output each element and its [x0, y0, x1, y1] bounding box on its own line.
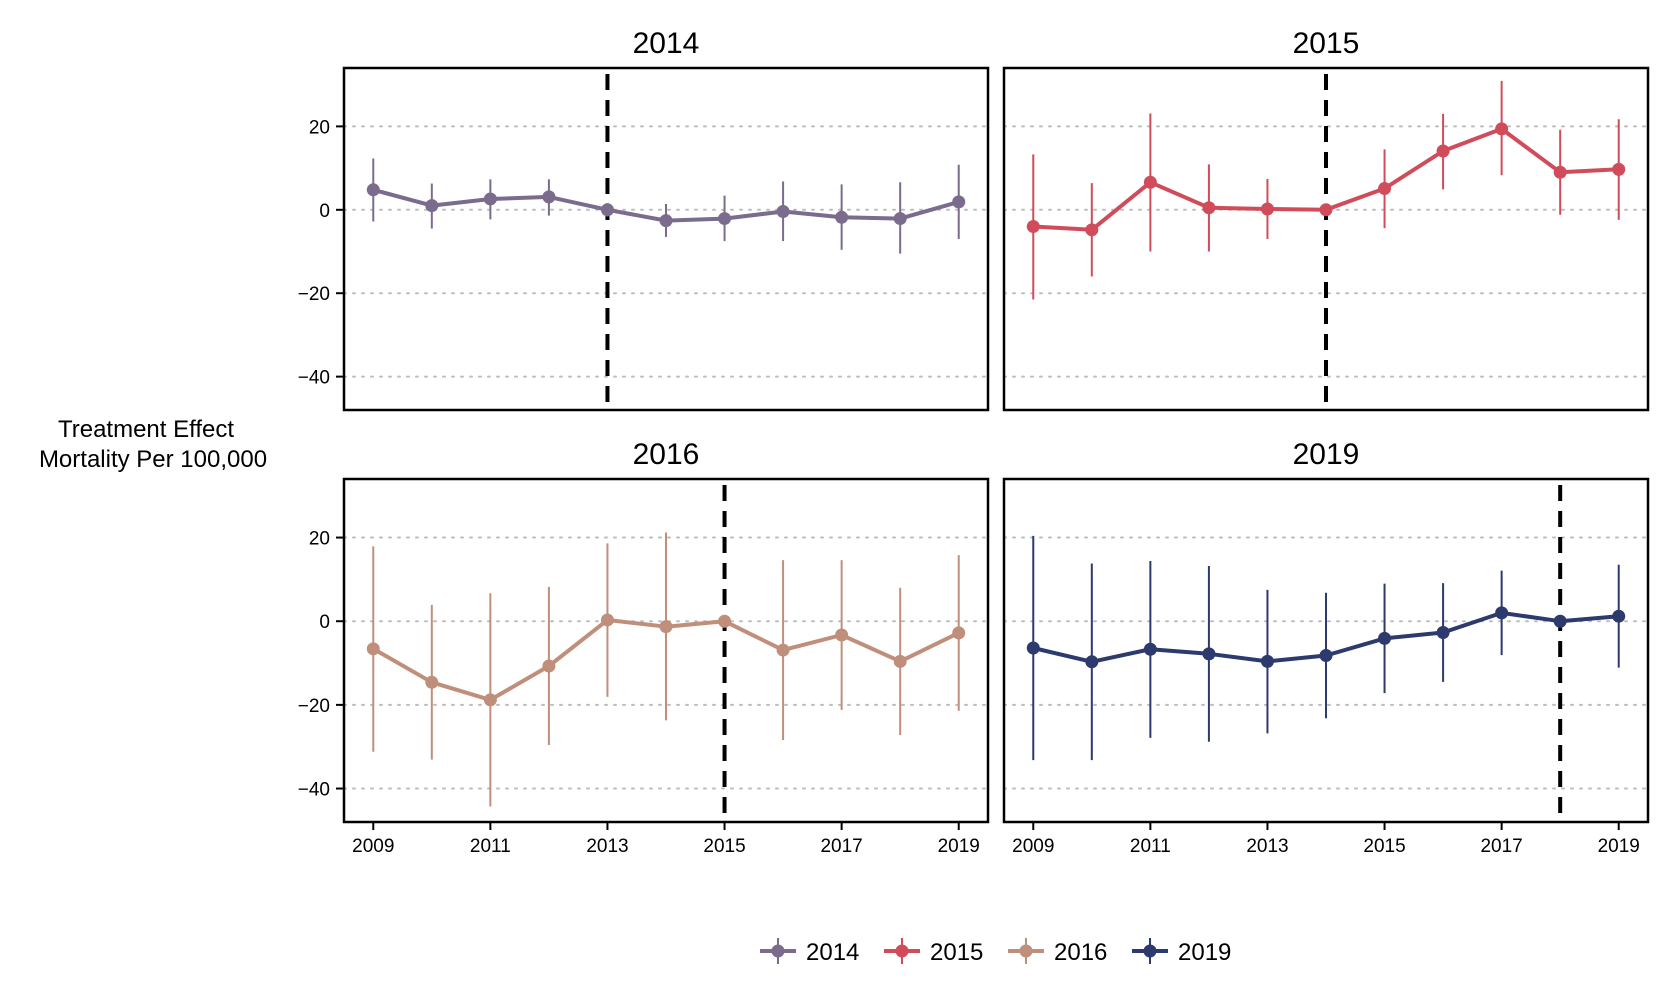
legend-key-point	[771, 944, 785, 958]
data-point	[1026, 219, 1040, 233]
data-point	[600, 613, 614, 627]
x-tick-label: 2009	[1012, 836, 1054, 857]
data-point	[542, 190, 556, 204]
data-point	[1260, 654, 1274, 668]
legend-item-2016: 2016	[1008, 938, 1107, 966]
panel-title: 2019	[1293, 438, 1360, 471]
data-point	[1553, 165, 1567, 179]
legend-label: 2015	[930, 939, 983, 966]
data-point	[659, 620, 673, 634]
data-point	[1495, 606, 1509, 620]
data-point	[952, 626, 966, 640]
data-point	[1378, 182, 1392, 196]
data-point	[425, 199, 439, 213]
data-point	[1085, 655, 1099, 669]
panel-2019: 2019 2009 2011 2013 2015 2017 2019	[1002, 438, 1650, 857]
legend-label: 2019	[1178, 939, 1231, 966]
panel-frame	[1002, 477, 1650, 824]
data-point	[1612, 609, 1626, 623]
data-point	[1378, 631, 1392, 645]
panel-title: 2014	[633, 27, 700, 60]
panel-2014: 2014 20 0 −20 −40	[298, 27, 990, 412]
legend-key-point	[1143, 944, 1157, 958]
data-point	[600, 203, 614, 217]
panel-title: 2015	[1293, 27, 1360, 60]
legend: 2014 2015 2016 2019	[760, 938, 1231, 966]
data-point	[1202, 647, 1216, 661]
data-point	[1553, 614, 1567, 628]
data-point	[542, 659, 556, 673]
data-point	[425, 675, 439, 689]
x-tick-label: 2017	[1480, 836, 1522, 857]
data-point	[952, 195, 966, 209]
panel-2015: 2015	[1002, 27, 1650, 412]
x-tick-label: 2011	[470, 836, 511, 857]
legend-key-point	[1019, 944, 1033, 958]
data-point	[1260, 202, 1274, 216]
x-tick-label: 2019	[938, 836, 980, 857]
data-point	[483, 192, 497, 206]
data-point	[1436, 626, 1450, 640]
y-tick-label: −20	[298, 284, 330, 305]
y-axis-label-line-1: Treatment Effect	[58, 416, 234, 443]
x-tick-label: 2019	[1598, 836, 1640, 857]
y-tick-label: −40	[298, 780, 330, 801]
data-point	[718, 212, 732, 226]
panel-2016: 2016 20 0 −20 −40 2009 2011 2013 2015 2017 2019	[298, 438, 990, 857]
x-tick-label: 2017	[820, 836, 862, 857]
x-tick-label: 2015	[1363, 836, 1405, 857]
y-tick-label: 20	[309, 529, 330, 550]
data-point	[366, 183, 380, 197]
data-point	[1143, 642, 1157, 656]
legend-item-2015: 2015	[884, 938, 983, 966]
y-tick-label: −20	[298, 696, 330, 717]
data-point	[1495, 122, 1509, 136]
data-point	[1143, 175, 1157, 189]
legend-label: 2016	[1054, 939, 1107, 966]
legend-item-2014: 2014	[760, 938, 859, 966]
y-axis-label-line-2: Mortality Per 100,000	[39, 446, 267, 473]
data-point	[1436, 144, 1450, 158]
x-tick-label: 2009	[352, 836, 394, 857]
data-point	[1026, 641, 1040, 655]
data-point	[366, 642, 380, 656]
data-point	[1202, 201, 1216, 215]
data-point	[776, 204, 790, 218]
panel-frame	[342, 477, 990, 824]
data-point	[1319, 649, 1333, 663]
data-point	[718, 614, 732, 628]
panel-frame	[1002, 66, 1650, 412]
data-point	[1612, 162, 1626, 176]
y-tick-label: 0	[319, 612, 330, 633]
x-tick-label: 2013	[586, 836, 628, 857]
y-tick-label: 0	[319, 201, 330, 222]
x-tick-label: 2013	[1246, 836, 1288, 857]
legend-label: 2014	[806, 939, 859, 966]
data-point	[483, 693, 497, 707]
y-tick-label: −40	[298, 368, 330, 389]
data-point	[1085, 223, 1099, 237]
data-point	[893, 212, 907, 226]
data-point	[835, 210, 849, 224]
data-point	[893, 654, 907, 668]
x-tick-label: 2015	[703, 836, 745, 857]
panel-frame	[342, 66, 990, 412]
x-tick-label: 2011	[1130, 836, 1171, 857]
y-tick-label: 20	[309, 117, 330, 138]
data-point	[659, 214, 673, 228]
data-point	[776, 643, 790, 657]
panel-title: 2016	[633, 438, 700, 471]
legend-item-2019: 2019	[1132, 938, 1231, 966]
data-point	[1319, 203, 1333, 217]
data-point	[835, 628, 849, 642]
legend-key-point	[895, 944, 909, 958]
